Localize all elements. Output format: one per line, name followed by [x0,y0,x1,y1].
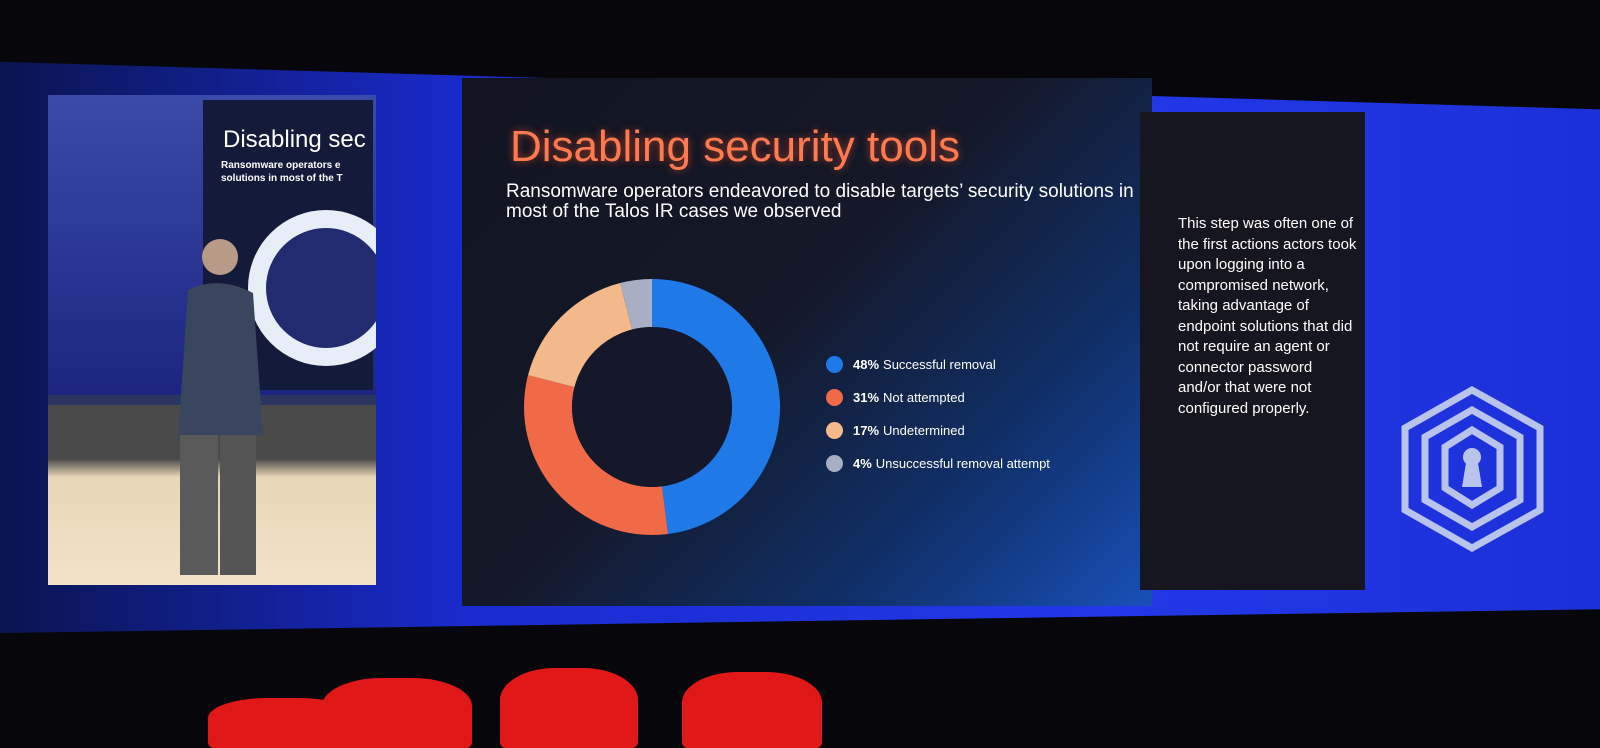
legend-swatch [826,356,843,373]
legend-swatch [826,455,843,472]
legend-label: Successful removal [883,357,996,372]
donut-hole [572,327,732,487]
legend-item: 4% Unsuccessful removal attempt [826,447,1050,480]
chair [500,668,638,748]
legend-swatch [826,422,843,439]
legend-percent: 31% [853,390,880,405]
legend-label: Unsuccessful removal attempt [875,456,1050,471]
video-slide-subtitle-2: solutions in most of the T [221,173,343,184]
chart-legend: 48% Successful removal 31% Not attempted 17%… [826,348,1050,480]
donut-slice-0 [652,279,781,534]
side-note-text: This step was often one of the first act… [1178,215,1357,417]
donut-slice-1 [524,375,669,535]
speaker-figure [178,239,263,575]
legend-label: Not attempted [883,390,965,405]
video-slide-title: Disabling sec [223,126,366,153]
video-slide: Disabling sec Ransomware operators e sol… [203,100,376,390]
slide-title: Disabling security tools [510,122,960,171]
legend-label: Undetermined [883,423,965,438]
hexagon-keyhole-maze-icon [1401,385,1544,553]
legend-swatch [826,389,843,406]
donut-slice-2 [528,283,633,388]
donut-slice-3 [620,279,652,330]
presentation-slide: Disabling security tools Ransomware oper… [462,78,1152,606]
legend-percent: 4% [853,456,872,471]
legend-percent: 17% [853,423,880,438]
legend-item: 31% Not attempted [826,381,1050,414]
speaker-video-screen: Disabling sec Ransomware operators e sol… [48,95,376,585]
slide-subtitle: Ransomware operators endeavored to disab… [506,181,1134,222]
side-note-panel: This step was often one of the first act… [1140,112,1365,590]
legend-item: 48% Successful removal [826,348,1050,381]
legend-item: 17% Undetermined [826,414,1050,447]
donut-chart [524,279,781,535]
chair [682,672,822,748]
chair [322,678,472,748]
video-slide-subtitle-1: Ransomware operators e [221,160,341,171]
legend-percent: 48% [853,357,880,372]
